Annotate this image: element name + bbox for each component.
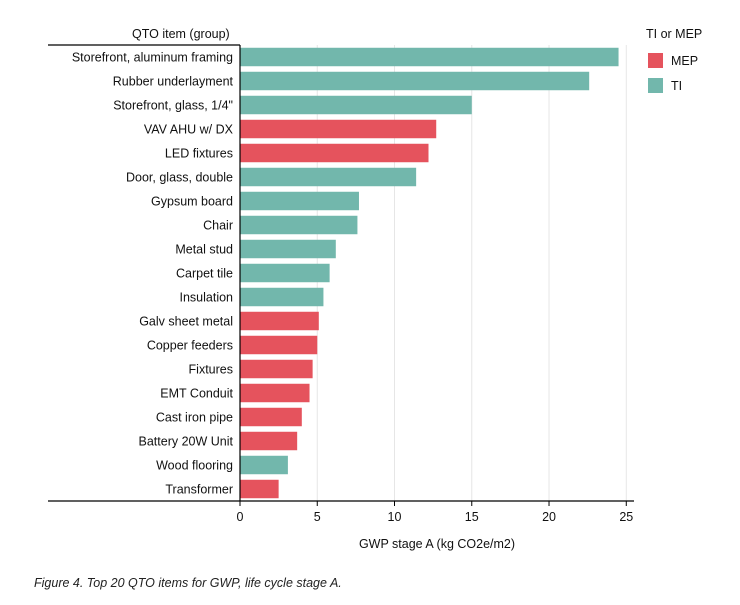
- bar: [240, 479, 279, 499]
- y-axis-header: QTO item (group): [132, 27, 230, 41]
- x-axis-label: GWP stage A (kg CO2e/m2): [359, 537, 515, 551]
- bar: [240, 431, 298, 451]
- x-tick-label: 20: [542, 510, 556, 524]
- bar: [240, 95, 472, 115]
- x-tick-label: 15: [465, 510, 479, 524]
- category-label: Chair: [203, 219, 233, 233]
- category-label: Transformer: [165, 483, 233, 497]
- category-label: Carpet tile: [176, 267, 233, 281]
- category-label: EMT Conduit: [160, 387, 233, 401]
- bar: [240, 287, 324, 307]
- bar: [240, 143, 429, 163]
- category-label: Copper feeders: [147, 339, 233, 353]
- legend-title: TI or MEP: [646, 27, 702, 41]
- bar: [240, 407, 302, 427]
- category-label: Metal stud: [175, 243, 233, 257]
- bar: [240, 239, 336, 259]
- x-tick-label: 25: [619, 510, 633, 524]
- bar: [240, 359, 313, 379]
- bar: [240, 119, 437, 139]
- x-tick-label: 10: [388, 510, 402, 524]
- bar: [240, 335, 318, 355]
- category-label: Battery 20W Unit: [139, 435, 234, 449]
- category-label: Storefront, aluminum framing: [72, 51, 233, 65]
- category-label: Cast iron pipe: [156, 411, 233, 425]
- figure-caption: Figure 4. Top 20 QTO items for GWP, life…: [34, 576, 342, 590]
- legend-label: MEP: [671, 54, 698, 68]
- category-label: Gypsum board: [151, 195, 233, 209]
- bars: [240, 47, 619, 499]
- category-label: Storefront, glass, 1/4": [113, 99, 233, 113]
- legend-label: TI: [671, 79, 682, 93]
- category-label: Door, glass, double: [126, 171, 233, 185]
- legend-swatch: [648, 53, 663, 68]
- x-tick-label: 0: [237, 510, 244, 524]
- bar: [240, 191, 359, 211]
- bar: [240, 455, 288, 475]
- bar: [240, 383, 310, 403]
- x-tick-label: 5: [314, 510, 321, 524]
- bar: [240, 311, 319, 331]
- category-label: LED fixtures: [165, 147, 233, 161]
- bar: [240, 47, 619, 67]
- category-label: VAV AHU w/ DX: [144, 123, 234, 137]
- bar: [240, 263, 330, 283]
- category-label: Wood flooring: [156, 459, 233, 473]
- category-label: Galv sheet metal: [139, 315, 233, 329]
- bar: [240, 167, 417, 187]
- category-label: Fixtures: [189, 363, 233, 377]
- axes: Storefront, aluminum framing Rubber under…: [48, 44, 634, 524]
- category-label: Insulation: [179, 291, 233, 305]
- category-label: Rubber underlayment: [113, 75, 234, 89]
- legend-swatch: [648, 78, 663, 93]
- bar: [240, 71, 590, 91]
- bar: [240, 215, 358, 235]
- gwp-bar-chart: Storefront, aluminum framing Rubber under…: [48, 27, 702, 551]
- legend: TI or MEP MEP TI: [646, 27, 702, 93]
